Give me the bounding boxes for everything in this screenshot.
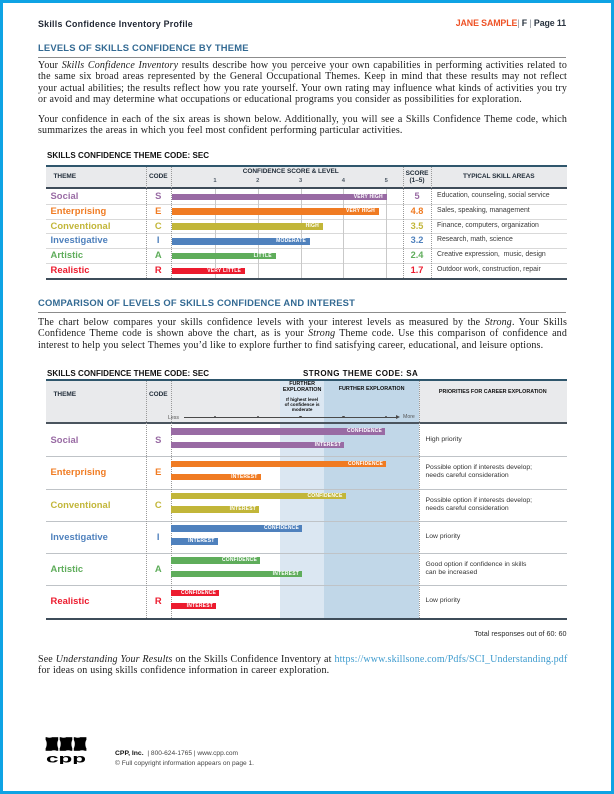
svg-text:cpp: cpp (46, 753, 86, 764)
